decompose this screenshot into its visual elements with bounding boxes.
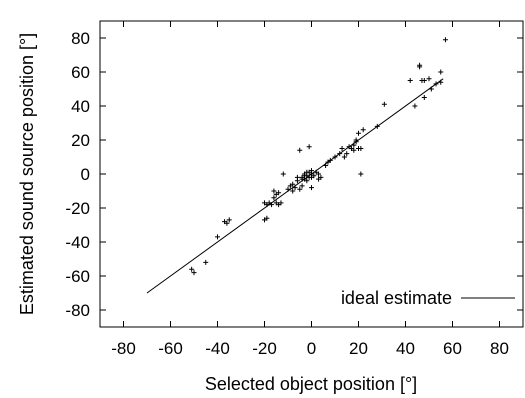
y-tick-label: 80 <box>71 29 90 48</box>
y-tick-label: -20 <box>65 199 90 218</box>
data-point-plus <box>407 78 413 83</box>
data-point-plus <box>290 188 296 194</box>
y-tick-label: -40 <box>65 233 90 252</box>
data-point-plus <box>341 154 347 160</box>
data-point-plus <box>306 144 312 150</box>
data-point-plus <box>381 101 387 107</box>
data-point-plus <box>316 171 322 177</box>
data-point-plus <box>297 186 303 192</box>
data-point-plus <box>189 266 195 272</box>
data-point-plus <box>438 69 444 75</box>
data-point-plus <box>417 64 423 70</box>
y-tick-label: 0 <box>81 165 90 184</box>
data-point-plus <box>374 123 380 129</box>
y-tick-label: -60 <box>65 267 90 286</box>
x-tick-label: -60 <box>158 339 183 358</box>
data-point-plus <box>191 270 197 276</box>
x-tick-label: 60 <box>443 339 462 358</box>
data-point-plus <box>290 181 296 187</box>
data-point-plus <box>269 202 275 208</box>
x-tick-label: 40 <box>396 339 415 358</box>
data-point-plus <box>339 146 345 151</box>
data-point-plus <box>271 195 277 201</box>
axis-ticks: -80 -60 -40 -20 0 20 40 60 80 -80 -60 -40 -20 0 20 40 60… <box>65 21 523 358</box>
data-point-plus <box>360 127 366 133</box>
data-point-plus <box>428 86 434 92</box>
y-axis-label: Estimated sound source position [°] <box>17 33 37 315</box>
legend-label: ideal estimate <box>341 288 452 308</box>
data-point-plus <box>351 147 357 153</box>
data-point-plus <box>412 103 418 109</box>
data-point-plus <box>337 151 343 157</box>
data-point-plus <box>226 217 232 223</box>
data-point-plus <box>323 163 329 168</box>
data-point-plus <box>304 178 310 184</box>
data-point-plus <box>421 78 427 83</box>
data-point-plus <box>358 146 364 151</box>
data-point-plus <box>426 76 432 82</box>
x-tick-label: 0 <box>307 339 316 358</box>
data-point-plus <box>292 185 298 191</box>
legend: ideal estimate <box>341 288 515 308</box>
data-point-plus <box>318 174 324 180</box>
data-point-plus <box>264 215 270 221</box>
data-point-plus <box>285 186 291 192</box>
x-tick-label: -40 <box>205 339 230 358</box>
data-point-plus <box>276 190 282 196</box>
data-point-plus <box>332 154 338 160</box>
data-point-plus <box>356 130 361 136</box>
data-point-plus <box>311 173 317 179</box>
data-point-plus <box>358 171 364 177</box>
x-tick-label: -80 <box>111 339 136 358</box>
data-point-plus <box>271 188 277 194</box>
data-point-plus <box>280 171 286 177</box>
data-point-plus <box>309 185 314 191</box>
data-point-plus <box>344 151 350 157</box>
x-tick-label: -20 <box>252 339 277 358</box>
data-point-plus <box>224 220 230 226</box>
data-point-plus <box>278 200 284 206</box>
data-point-plus <box>294 174 300 180</box>
data-marks <box>146 37 448 294</box>
y-tick-label: 20 <box>71 131 90 150</box>
data-point-plus <box>297 147 303 153</box>
x-axis-label: Selected object position [°] <box>205 374 417 394</box>
data-point-plus <box>442 37 448 43</box>
y-tick-label: -80 <box>65 301 90 320</box>
x-tick-label: 20 <box>349 339 368 358</box>
x-tick-label: 80 <box>490 339 509 358</box>
data-point-plus <box>351 142 357 148</box>
y-tick-label: 40 <box>71 97 90 116</box>
data-point-plus <box>327 157 333 163</box>
y-tick-label: 60 <box>71 63 90 82</box>
data-point-plus <box>299 183 305 189</box>
data-point-plus <box>203 259 209 265</box>
data-point-plus <box>421 95 427 100</box>
data-point-plus <box>215 234 220 240</box>
data-point-plus <box>353 137 359 143</box>
data-point-plus <box>433 81 439 87</box>
data-point-plus <box>438 79 444 85</box>
